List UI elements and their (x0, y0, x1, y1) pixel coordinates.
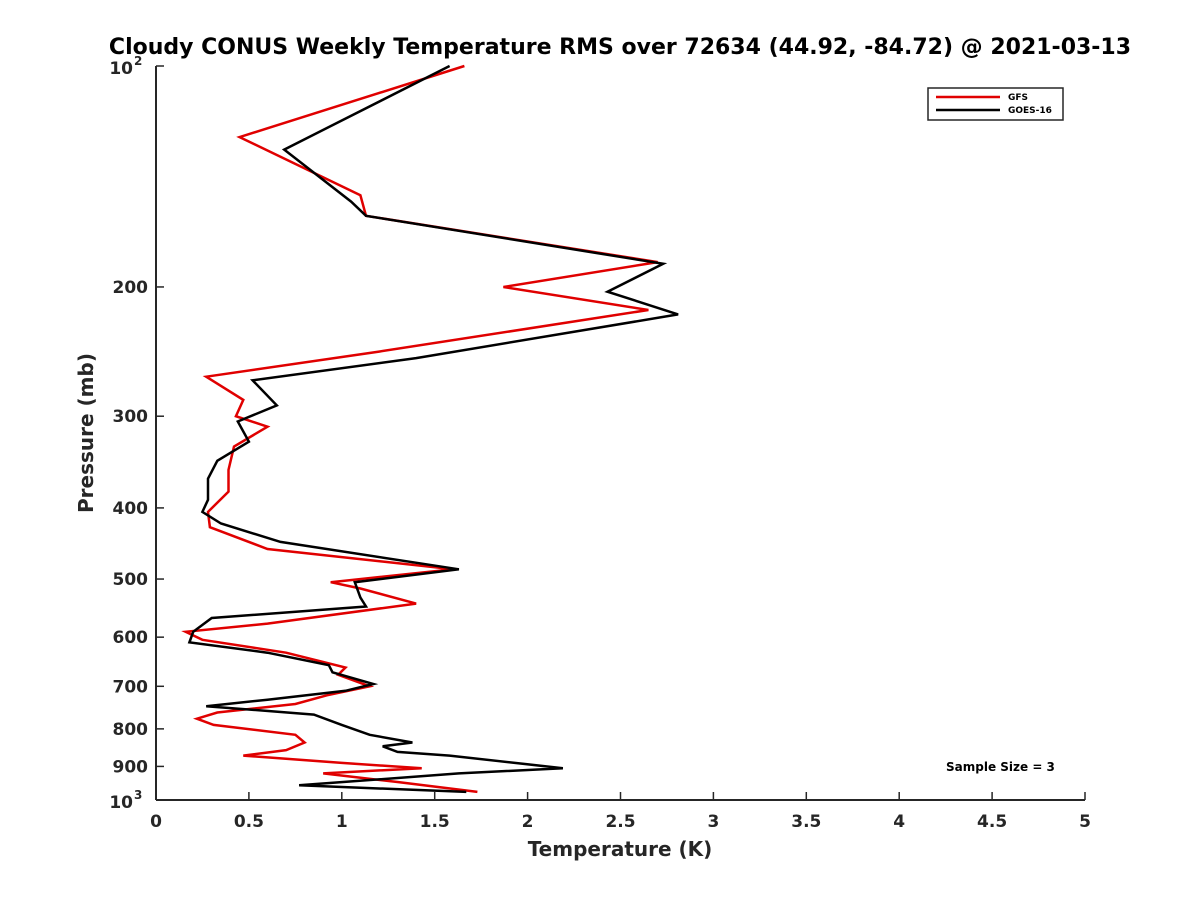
x-tick-label: 3 (707, 812, 719, 832)
y-tick-label: 900 (113, 757, 149, 777)
y-tick-label: 300 (113, 407, 149, 427)
legend: GFS GOES-16 (927, 87, 1064, 121)
y-tick-label: 10 (109, 793, 133, 813)
plot-lines (181, 64, 679, 794)
y-tick-label: 400 (113, 499, 149, 519)
chart-title: Cloudy CONUS Weekly Temperature RMS over… (109, 35, 1131, 60)
x-tick-label: 4.5 (977, 812, 1007, 832)
x-tick-label: 1.5 (420, 812, 450, 832)
x-tick-label: 0.5 (234, 812, 264, 832)
y-tick-label: 600 (113, 628, 149, 648)
x-tick-label: 2 (522, 812, 534, 832)
x-tick-label: 4 (893, 812, 905, 832)
y-axis-label: Pressure (mb) (74, 353, 98, 513)
y-tick-label: 200 (113, 278, 149, 298)
legend-label-goes16: GOES-16 (1008, 106, 1052, 116)
series-line-gfs (181, 64, 658, 794)
y-tick-exponent: 3 (134, 788, 142, 802)
x-tick-label: 2.5 (605, 812, 635, 832)
y-tick-label: 800 (113, 720, 149, 740)
y-tick-label: 500 (113, 570, 149, 590)
x-tick-label: 0 (150, 812, 162, 832)
series-line-goes16 (187, 64, 679, 794)
legend-label-gfs: GFS (1008, 93, 1028, 103)
legend-box (927, 87, 1064, 121)
sample-size-annotation: Sample Size = 3 (946, 760, 1055, 774)
y-tick-exponent: 2 (134, 54, 142, 68)
x-tick-label: 5 (1079, 812, 1091, 832)
y-tick-label: 700 (113, 677, 149, 697)
y-tick-label: 10 (109, 59, 133, 79)
x-tick-label: 1 (336, 812, 348, 832)
x-axis-label: Temperature (K) (528, 837, 713, 861)
x-tick-label: 3.5 (791, 812, 821, 832)
x-ticks: 0 0.5 1 1.5 2 2.5 3 3.5 4 4.5 5 (150, 792, 1091, 832)
